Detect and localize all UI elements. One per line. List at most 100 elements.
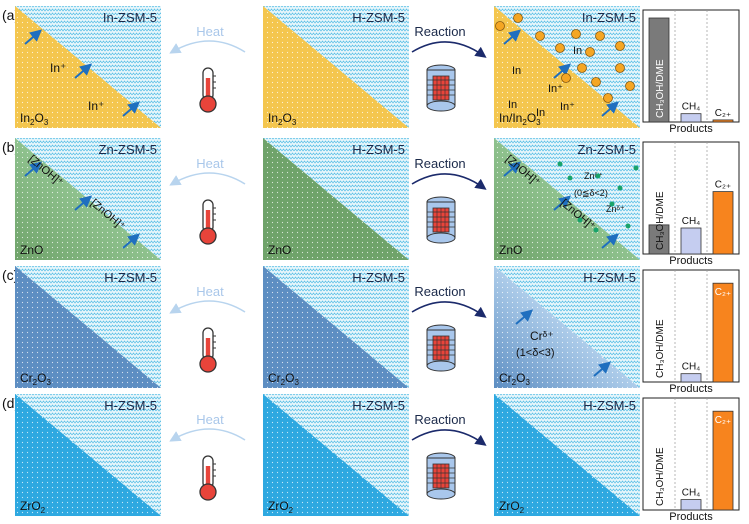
bar-label: CH₄: [682, 102, 701, 113]
migration-arrow: [515, 309, 534, 325]
bar-chart: CH₃OH/DME CH₄ C₂₊ Products: [642, 397, 740, 523]
bar-CH3OH/DME: [648, 17, 670, 123]
row-label: (d): [2, 395, 19, 411]
bar-CH3OH/DME: [648, 224, 670, 255]
zeolite-label: Zn-ZSM-5: [99, 142, 158, 157]
bar-CH4: [680, 227, 702, 255]
species-label: In: [573, 45, 582, 57]
reaction-arrow: [411, 301, 487, 318]
migration-arrow: [553, 63, 572, 79]
migration-arrow: [74, 195, 93, 211]
migration-arrow: [503, 29, 522, 45]
bar-label: CH₃OH/DME: [655, 447, 666, 506]
in-particle: [603, 93, 613, 103]
in-particle: [615, 63, 625, 73]
oxide-texture: [494, 394, 640, 516]
reactor-icon: [426, 64, 456, 112]
zn-dot: [577, 217, 583, 223]
migration-arrow: [74, 63, 93, 79]
species-label: (1<δ<3): [516, 347, 555, 359]
zeolite-label: In-ZSM-5: [582, 10, 636, 25]
bar-C2+: [712, 282, 734, 383]
panel-2: H-ZSM-5 ZrO2​: [263, 394, 409, 516]
bar-CH4: [680, 499, 702, 511]
migration-arrow: [601, 233, 620, 249]
bar-label: CH₄: [682, 216, 701, 227]
migration-arrow: [601, 101, 620, 117]
bar-label: C₂₊: [715, 180, 731, 191]
in-particle: [585, 47, 595, 57]
oxide-texture: [15, 394, 161, 516]
migration-arrow: [122, 233, 141, 249]
thermometer-icon: [199, 199, 217, 245]
in-particle: [571, 29, 581, 39]
in-particle: [513, 13, 523, 23]
migration-arrow: [593, 361, 612, 377]
reaction-arrow: [411, 429, 487, 446]
zn-dot: [557, 161, 563, 167]
oxide-label: ZrO2​: [268, 499, 294, 515]
in-particle: [625, 81, 635, 91]
oxide-label: ZnO: [268, 243, 291, 257]
heat-label: Heat: [196, 24, 224, 39]
oxide-label: Cr2​O3​: [20, 371, 51, 387]
zeolite-label: H-ZSM-5: [583, 398, 636, 413]
bar-label: CH₃OH/DME: [655, 319, 666, 378]
panel-2: H-ZSM-5 ZnO: [263, 138, 409, 260]
oxide-label: ZrO2​: [499, 499, 525, 515]
thermometer-icon: [199, 67, 217, 113]
heat-arrow: [169, 172, 246, 186]
x-axis-label: Products: [669, 511, 713, 523]
in-particle: [577, 63, 587, 73]
row-label: (a): [2, 7, 19, 23]
reaction-label: Reaction: [414, 24, 465, 39]
bar-C2+: [712, 191, 734, 255]
bar-chart: CH₃OH/DME CH₄ C₂₊ Products: [642, 141, 740, 267]
oxide-label: ZrO2​: [20, 499, 46, 515]
bar-chart: CH₃OH/DME CH₄ C₂₊ Products: [642, 269, 740, 395]
species-label: (0≦δ<2): [574, 188, 608, 198]
bar-C2+: [712, 119, 734, 123]
bar-C2+: [712, 410, 734, 511]
migration-arrow: [503, 161, 522, 177]
bar-label: CH₄: [682, 362, 701, 373]
heat-label: Heat: [196, 156, 224, 171]
in-particle: [591, 77, 601, 87]
oxide-texture: [263, 394, 409, 516]
species-label: Crᵟ⁺: [530, 329, 554, 343]
bar-CH4: [680, 373, 702, 383]
species-label: In: [512, 65, 521, 77]
thermometer-icon: [199, 455, 217, 501]
oxide-texture: [263, 266, 409, 388]
reaction-arrow: [411, 41, 487, 58]
species-label: In⁺: [88, 99, 104, 113]
zn-dot: [609, 201, 615, 207]
x-axis-label: Products: [669, 255, 713, 267]
oxide-texture: [263, 138, 409, 260]
reaction-label: Reaction: [414, 412, 465, 427]
zn-dot: [593, 227, 599, 233]
in-particle: [495, 21, 505, 31]
reaction-label: Reaction: [414, 284, 465, 299]
reaction-arrow: [411, 173, 487, 190]
oxide-label: ZnO: [499, 243, 522, 257]
in-particle: [535, 31, 545, 41]
heat-arrow: [169, 300, 246, 314]
zeolite-label: Zn-ZSM-5: [578, 142, 637, 157]
zeolite-label: H-ZSM-5: [104, 270, 157, 285]
row-label: (b): [2, 139, 19, 155]
species-label: In: [508, 99, 517, 111]
migration-arrow: [24, 161, 43, 177]
rows-layer: (a)In-ZSM-5In2​O3​H-ZSM-5In2​O3​In-ZSM-5…: [2, 6, 740, 523]
bar-label: CH₃OH/DME: [655, 191, 666, 250]
row-2: (b) Zn-ZSM-5ZnOH-ZSM-5ZnOZn-ZSM-5ZnO[ZnOH…: [2, 138, 740, 267]
zeolite-label: H-ZSM-5: [352, 398, 405, 413]
panel-2: H-ZSM-5 Cr2​O3​: [263, 266, 409, 388]
zn-dot: [617, 185, 623, 191]
reactor-icon: [426, 452, 456, 500]
oxide-texture: [263, 6, 409, 128]
oxide-label: In2​O3​: [20, 111, 49, 127]
panel-3: H-ZSM-5 Cr2​O3​: [494, 266, 640, 388]
bar-CH4: [680, 113, 702, 123]
